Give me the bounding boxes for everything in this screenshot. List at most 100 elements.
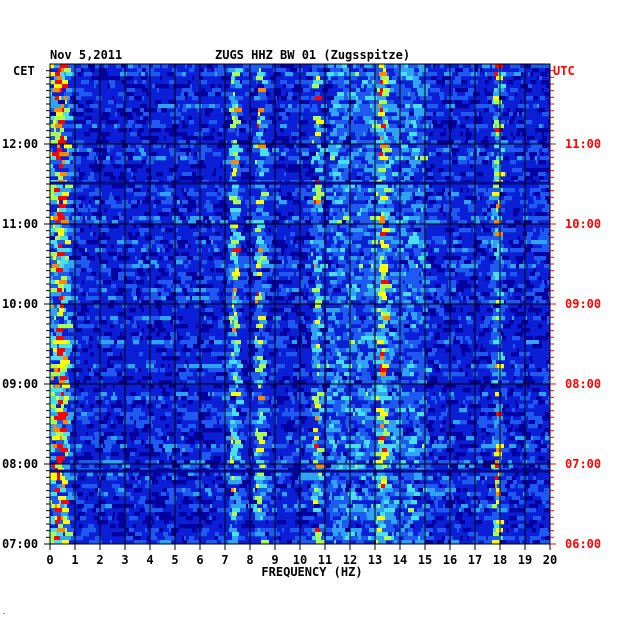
spectrogram-cell [534,256,541,261]
spectrogram-cell [53,348,57,353]
spectrogram-cell [465,92,473,97]
spectrogram-cell [474,104,480,109]
spectrogram-cell [191,412,198,417]
spectrogram-cell [468,140,475,145]
spectrogram-cell [496,308,500,313]
spectrogram-cell [255,144,258,149]
spectrogram-cell [210,268,212,273]
spectrogram-cell [150,140,157,145]
spectrogram-cell [59,380,65,385]
spectrogram-cell [70,248,72,253]
spectrogram-cell [124,364,128,369]
spectrogram-cell [58,120,65,125]
spectrogram-cell [317,224,322,229]
spectrogram-cell [521,328,527,333]
spectrogram-cell [451,192,459,197]
spectrogram-cell [109,80,115,85]
spectrogram-cell [314,264,316,269]
spectrogram-cell [57,116,65,121]
spectrogram-cell [518,312,524,317]
spectrogram-cell [130,164,137,169]
spectrogram-cell [212,88,217,93]
spectrogram-cell [273,316,281,321]
spectrogram-cell [463,296,466,301]
spectrogram-cell [58,272,61,277]
spectrogram-cell [239,308,244,313]
spectrogram-cell [191,244,197,249]
spectrogram-cell [153,220,155,225]
spectrogram-cell [315,280,318,285]
spectrogram-cell [401,392,409,397]
spectrogram-cell [229,404,234,409]
spectrogram-cell [362,80,368,85]
spectrogram-cell [436,80,441,85]
spectrogram-cell [467,284,471,289]
spectrogram-cell [300,120,308,125]
spectrogram-cell [482,392,486,397]
spectrogram-cell [257,412,260,417]
spectrogram-cell [331,248,338,253]
spectrogram-cell [367,148,374,153]
spectrogram-cell [491,208,496,213]
spectrogram-cell [542,124,544,129]
spectrogram-cell [151,108,157,113]
spectrogram-cell [317,144,321,149]
spectrogram-cell [511,352,516,357]
spectrogram-cell [346,416,352,421]
spectrogram-cell [141,308,144,313]
spectrogram-cell [247,244,251,249]
spectrogram-cell [214,260,222,265]
spectrogram-cell [548,364,550,369]
spectrogram-cell [527,136,535,141]
spectrogram-cell [60,224,62,229]
spectrogram-cell [324,344,331,349]
spectrogram-cell [312,396,319,401]
spectrogram-cell [73,148,75,153]
spectrogram-cell [370,196,374,201]
spectrogram-cell [539,184,546,189]
spectrogram-cell [50,288,57,293]
spectrogram-cell [283,344,287,349]
spectrogram-cell [380,372,386,377]
spectrogram-cell [309,304,315,309]
spectrogram-cell [50,164,53,169]
spectrogram-cell [381,376,389,381]
spectrogram-cell [335,216,343,221]
spectrogram-cell [177,412,182,417]
spectrogram-cell [545,64,550,69]
spectrogram-cell [518,120,524,125]
spectrogram-cell [214,376,216,381]
spectrogram-cell [305,344,311,349]
spectrogram-cell [458,316,461,321]
spectrogram-cell [220,164,222,169]
spectrogram-cell [365,176,370,181]
spectrogram-cell [539,76,542,81]
spectrogram-cell [528,392,531,397]
spectrogram-cell [260,152,262,157]
spectrogram-cell [254,96,260,101]
spectrogram-cell [481,408,488,413]
spectrogram-cell [67,96,70,101]
spectrogram-cell [174,220,182,225]
left-timezone-label: CET [13,64,35,78]
spectrogram-cell [388,156,392,161]
spectrogram-cell [127,88,135,93]
spectrogram-cell [402,88,406,93]
spectrogram-cell [518,284,526,289]
spectrogram-cell [427,296,432,301]
spectrogram-cell [468,208,476,213]
spectrogram-cell [263,248,269,253]
spectrogram-cell [318,192,325,197]
spectrogram-cell [64,360,70,365]
spectrogram-cell [275,96,277,101]
spectrogram-cell [149,300,154,305]
spectrogram-cell [312,104,314,109]
spectrogram-cell [327,364,329,369]
spectrogram-cell [349,104,354,109]
spectrogram-cell [441,172,449,177]
spectrogram-cell [231,140,233,145]
spectrogram-cell [546,84,549,89]
spectrogram-cell [530,272,535,277]
spectrogram-cell [391,308,395,313]
